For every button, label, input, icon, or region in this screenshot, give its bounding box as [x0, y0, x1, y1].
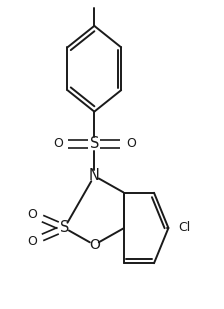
Text: Cl: Cl: [178, 222, 191, 235]
Text: O: O: [27, 235, 37, 248]
Text: O: O: [27, 208, 37, 221]
Text: S: S: [60, 221, 69, 235]
Text: S: S: [90, 136, 99, 151]
Text: O: O: [126, 137, 136, 150]
Text: O: O: [53, 137, 63, 150]
Text: O: O: [89, 238, 100, 252]
Text: N: N: [89, 168, 100, 184]
